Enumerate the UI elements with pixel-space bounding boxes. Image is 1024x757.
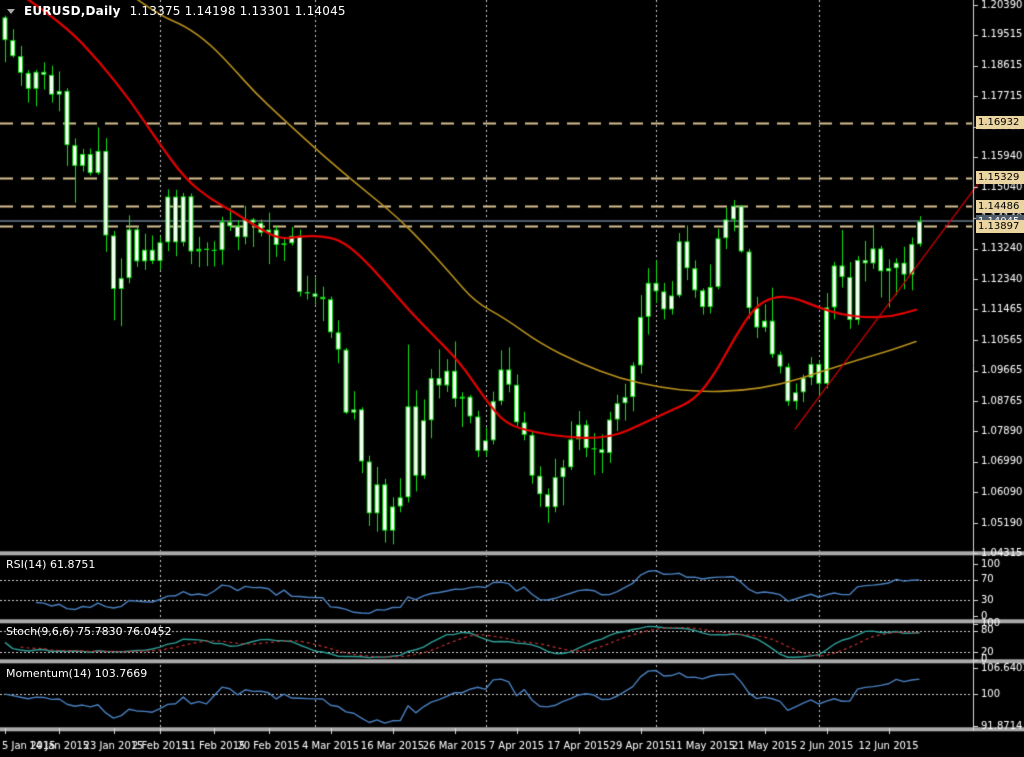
price-level-flag-1: 1.16932 bbox=[976, 116, 1024, 129]
stochastic-indicator-label: Stoch(9,6,6) 75.7830 76.0452 bbox=[6, 625, 172, 638]
price-level-flag-3: 1.14486 bbox=[976, 200, 1024, 213]
price-level-flag-4: 1.13897 bbox=[976, 220, 1024, 233]
price-level-flag-2: 1.15329 bbox=[976, 171, 1024, 184]
momentum-indicator-label: Momentum(14) 103.7669 bbox=[6, 667, 148, 680]
ohlc-values-label: 1.13375 1.14198 1.13301 1.14045 bbox=[129, 4, 346, 18]
rsi-indicator-label: RSI(14) 61.8751 bbox=[6, 558, 96, 571]
symbol-dropdown-icon[interactable] bbox=[7, 8, 15, 14]
symbol-period-label: EURUSD,Daily bbox=[24, 4, 121, 18]
chart-title: EURUSD,Daily 1.13375 1.14198 1.13301 1.1… bbox=[7, 4, 346, 18]
